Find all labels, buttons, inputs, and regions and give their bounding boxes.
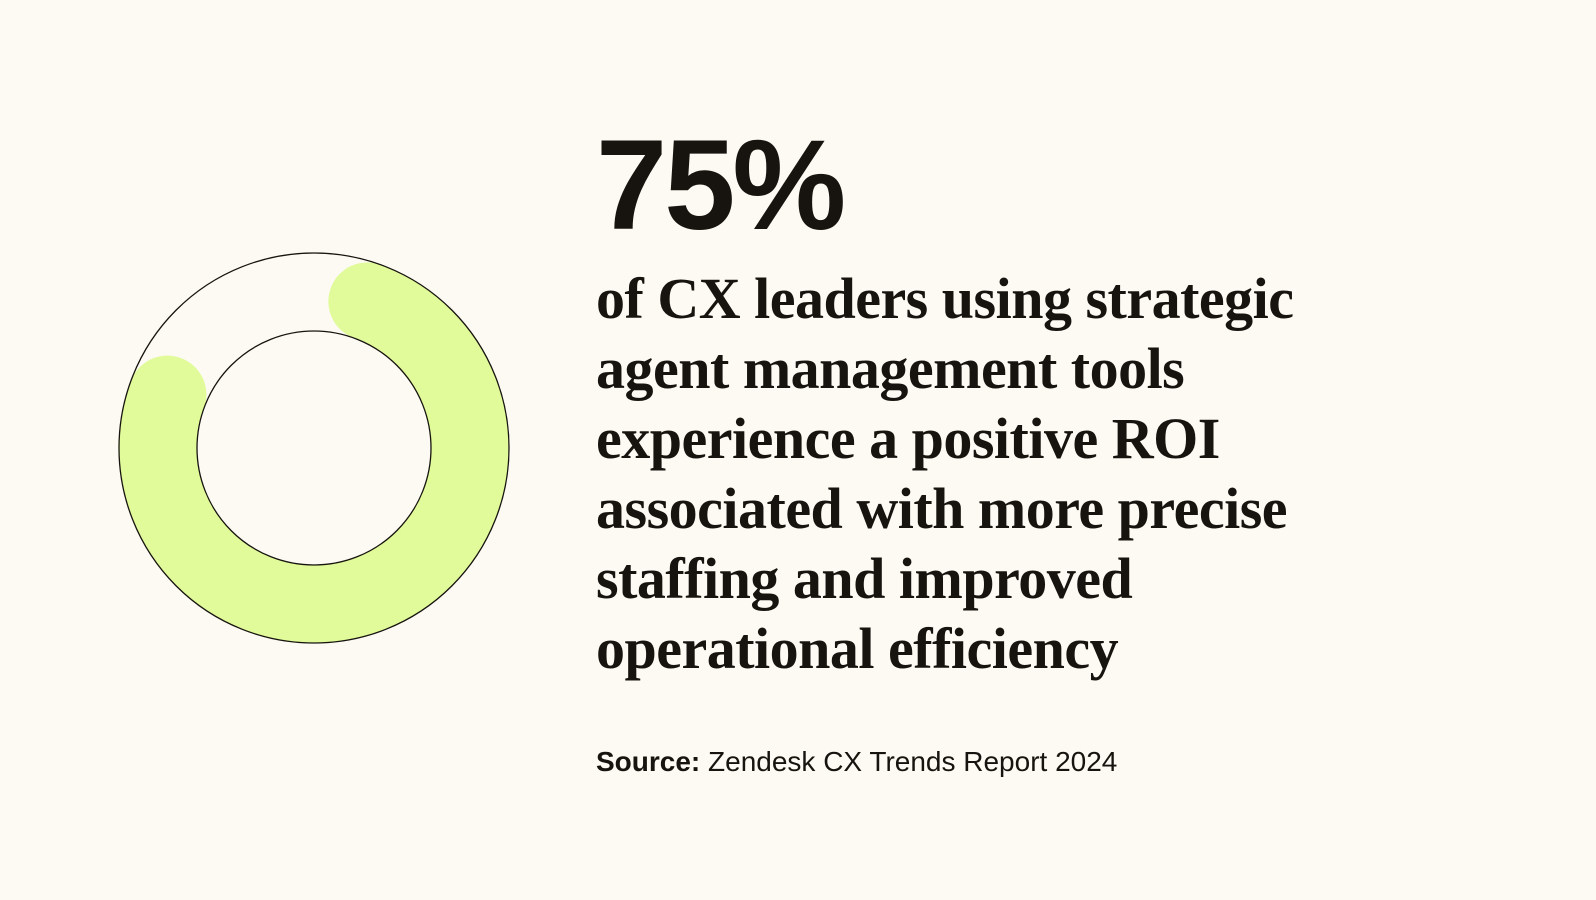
donut-chart <box>118 252 510 644</box>
stat-description-line: operational efficiency <box>596 616 1119 681</box>
source-text: Zendesk CX Trends Report 2024 <box>708 746 1118 777</box>
donut-inner-border <box>196 330 432 566</box>
stat-description-line: associated with more precise <box>596 476 1288 541</box>
donut-outer-border <box>118 252 510 644</box>
donut-arcs <box>119 262 509 643</box>
stat-block: 75% of CX leaders using strategic agent … <box>596 122 1536 684</box>
stat-description-line: of CX leaders using strategic <box>596 266 1294 331</box>
donut-filled-arc <box>119 262 509 643</box>
source-citation: Source: Zendesk CX Trends Report 2024 <box>596 744 1117 780</box>
stat-value: 75% <box>596 114 846 257</box>
stat-description: of CX leaders using strategic agent mana… <box>596 264 1536 684</box>
source-label: Source: <box>596 746 701 777</box>
stat-description-line: staffing and improved <box>596 546 1133 611</box>
stat-description-line: agent management tools <box>596 336 1185 401</box>
stat-description-line: experience a positive ROI <box>596 406 1220 471</box>
